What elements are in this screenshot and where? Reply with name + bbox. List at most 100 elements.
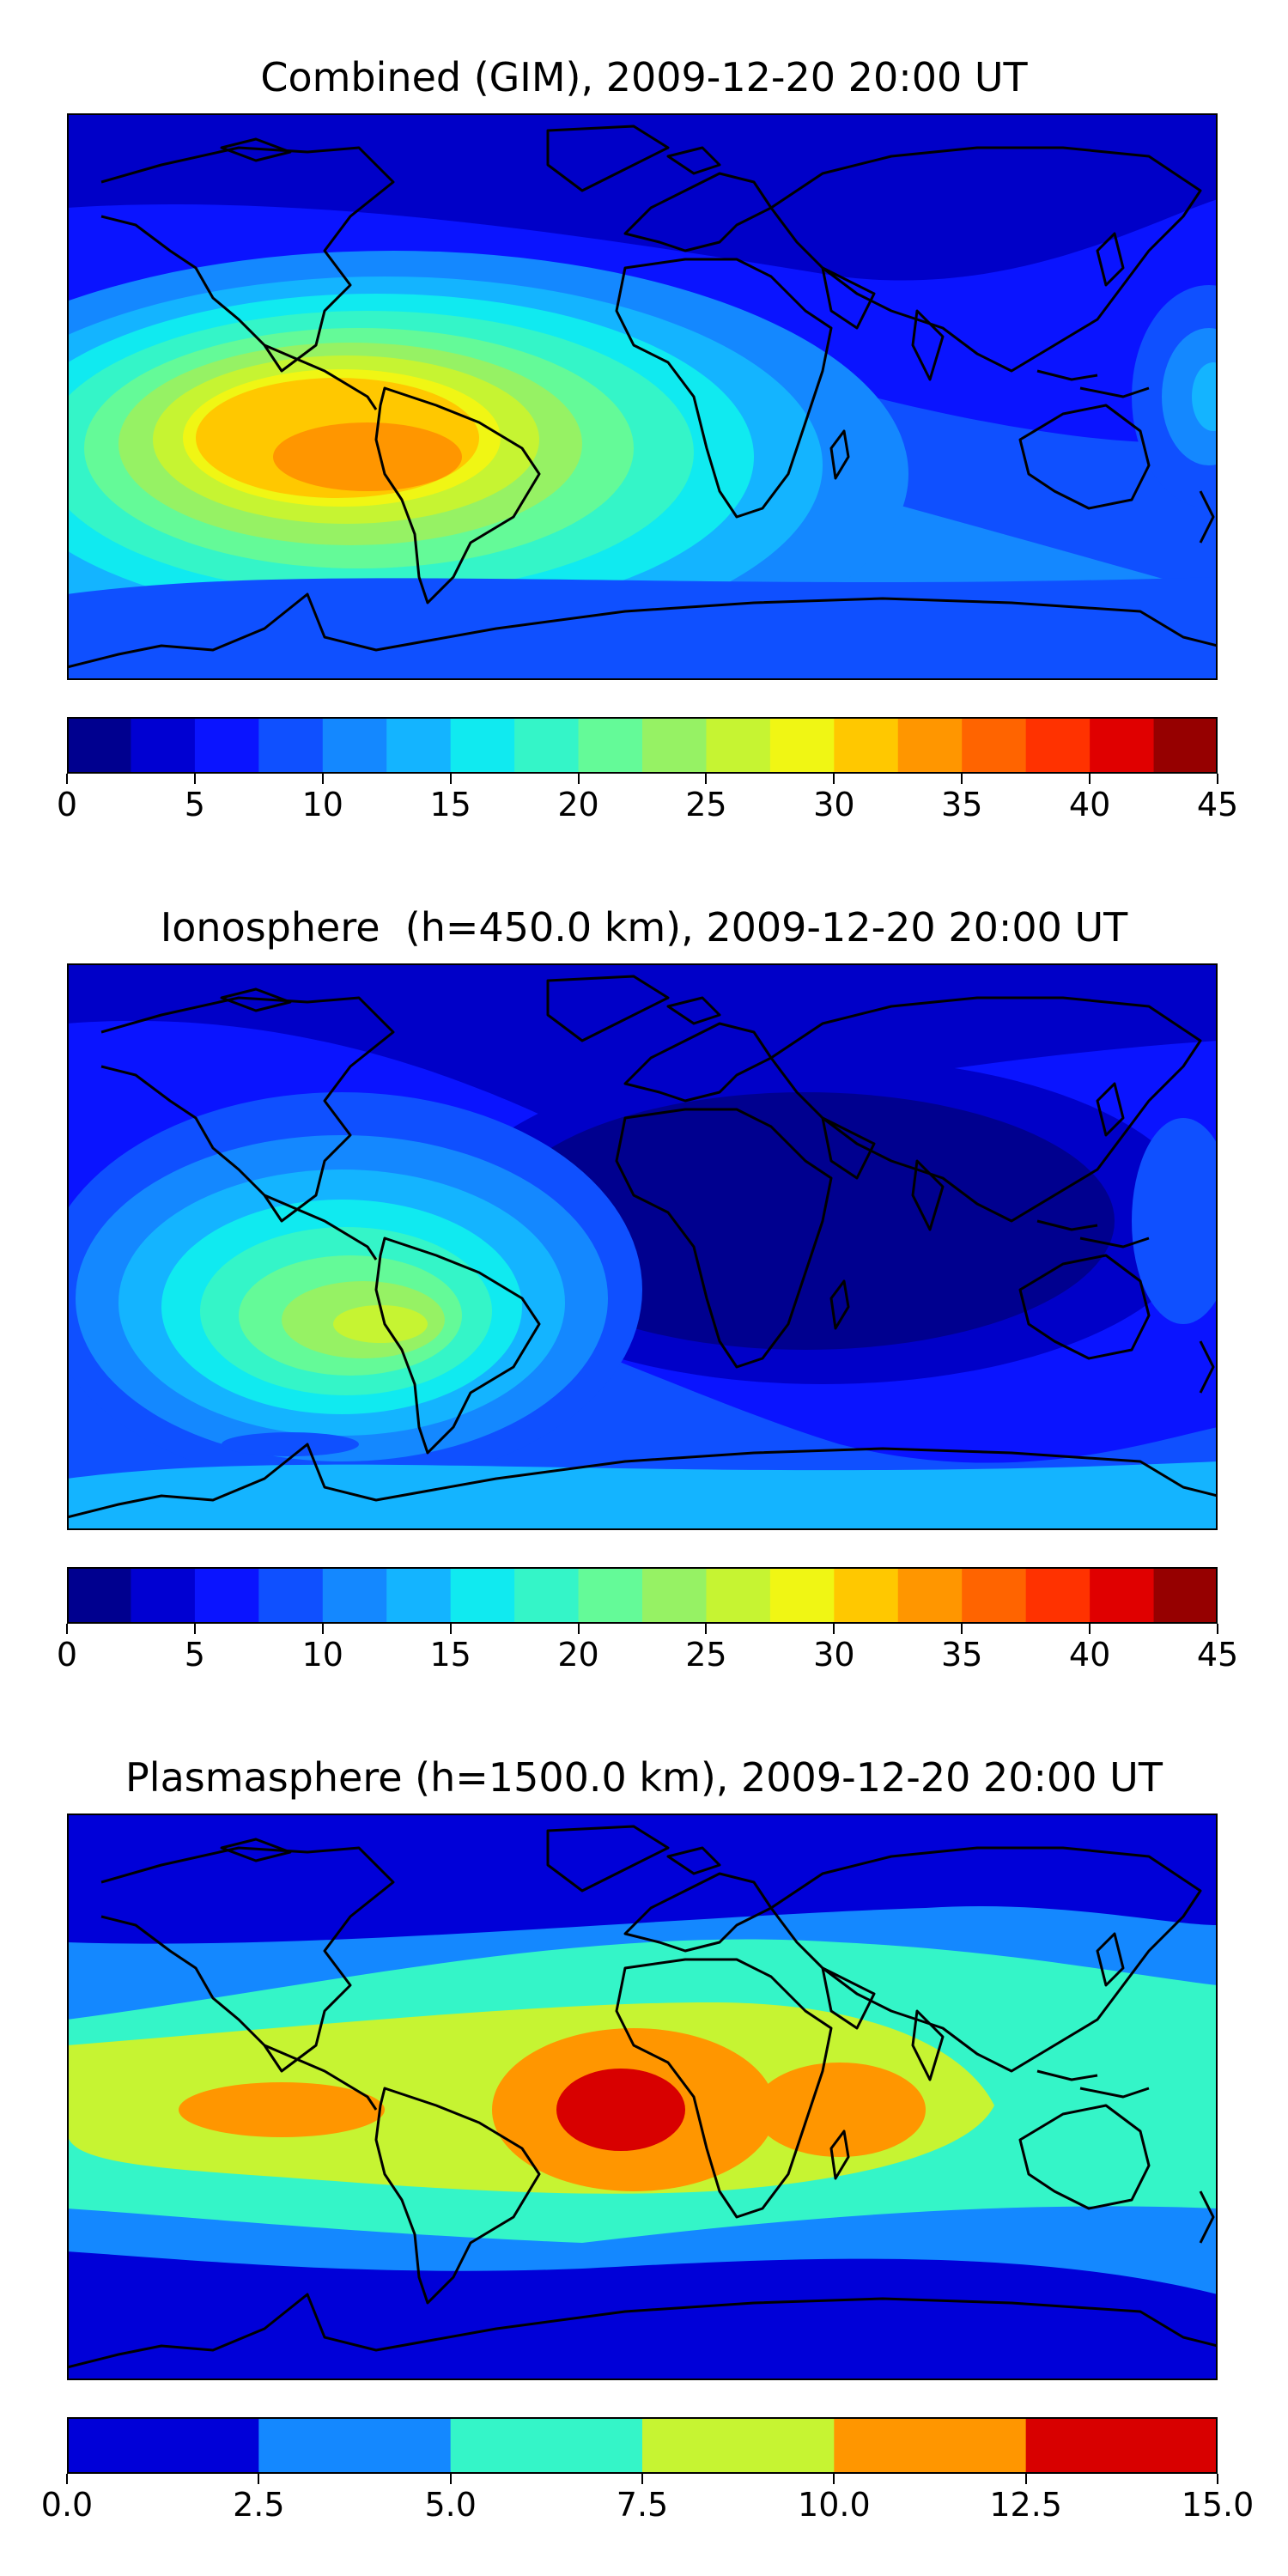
colorbar-segment	[194, 717, 259, 774]
colorbar-segment	[258, 717, 324, 774]
colorbar-tick-mark	[258, 2474, 260, 2484]
colorbar-segment	[642, 2417, 835, 2474]
map-frame	[67, 113, 1218, 680]
colorbar-tick-label: 10	[301, 1636, 343, 1674]
colorbar-tick-label: 5.0	[424, 2486, 477, 2524]
colorbar-segment	[131, 1567, 196, 1624]
colorbar-tick-mark	[193, 774, 196, 784]
colorbar-segment	[450, 2417, 643, 2474]
colorbar-tick-label: 30	[813, 786, 855, 823]
tec-contour-fill	[273, 422, 462, 491]
colorbar-segment	[386, 1567, 452, 1624]
colorbar-tick-label: 25	[685, 786, 727, 823]
colorbar-tick-label: 15.0	[1181, 2486, 1255, 2524]
colorbar-tick-mark	[577, 774, 580, 784]
colorbar-tick-label: 40	[1068, 1636, 1111, 1674]
colorbar-segment	[1153, 1567, 1218, 1624]
colorbar-tick-label: 0	[56, 786, 78, 823]
colorbar-tick-label: 0	[56, 1636, 78, 1674]
colorbar-tick-mark	[833, 2474, 835, 2484]
colorbar-tick-mark	[449, 2474, 452, 2484]
colorbar-tick-mark	[66, 774, 68, 784]
colorbar-tick-mark	[449, 774, 452, 784]
colorbar-tick-mark	[1024, 2474, 1027, 2484]
colorbar-segment	[706, 1567, 771, 1624]
colorbar-tick-mark	[1217, 774, 1218, 784]
colorbar-segment	[642, 717, 707, 774]
panel2-map	[67, 963, 1218, 1530]
colorbar-tick-label: 35	[941, 786, 983, 823]
map-frame	[67, 963, 1218, 1530]
colorbar-tick-label: 2.5	[233, 2486, 285, 2524]
colorbar-tick-mark	[66, 1624, 68, 1634]
colorbar-segment	[450, 1567, 515, 1624]
colorbar-tick-mark	[321, 1624, 324, 1634]
colorbar-segment	[1153, 717, 1218, 774]
colorbar-tick-mark	[833, 774, 835, 784]
panel3-map	[67, 1814, 1218, 2380]
colorbar-segment	[194, 1567, 259, 1624]
colorbar-tick-label: 7.5	[616, 2486, 669, 2524]
colorbar-tick-mark	[1217, 2474, 1218, 2484]
colorbar-segment	[642, 1567, 707, 1624]
map-frame	[67, 1814, 1218, 2380]
colorbar-segment	[962, 717, 1027, 774]
colorbar-tick-mark	[1089, 1624, 1091, 1634]
colorbar-tick-mark	[193, 1624, 196, 1634]
colorbar-segment	[1025, 717, 1091, 774]
panel1-title: Combined (GIM), 2009-12-20 20:00 UT	[260, 54, 1028, 100]
colorbar-tick-mark	[705, 1624, 708, 1634]
colorbar-segment	[67, 717, 131, 774]
colorbar-tick-mark	[641, 2474, 643, 2484]
colorbar-tick-label: 20	[557, 786, 599, 823]
colorbar-tick-label: 10	[301, 786, 343, 823]
colorbar-tick-label: 20	[557, 1636, 599, 1674]
colorbar-segment	[1090, 1567, 1155, 1624]
colorbar-tick-label: 0.0	[40, 2486, 94, 2524]
colorbar-segment	[514, 717, 580, 774]
colorbar-tick-mark	[705, 774, 708, 784]
colorbar-segment	[578, 1567, 643, 1624]
colorbar-segment	[962, 1567, 1027, 1624]
colorbar-segment	[1025, 2417, 1218, 2474]
colorbar-tick-label: 40	[1068, 786, 1111, 823]
panel1-colorbar	[67, 717, 1218, 774]
colorbar-segment	[897, 717, 963, 774]
colorbar-tick-label: 5	[184, 786, 205, 823]
tec-contour-fill	[179, 2082, 385, 2137]
colorbar-segment	[769, 1567, 835, 1624]
colorbar-tick-mark	[1089, 774, 1091, 784]
colorbar-tick-label: 30	[813, 1636, 855, 1674]
colorbar-tick-label: 35	[941, 1636, 983, 1674]
colorbar-segment	[450, 717, 515, 774]
colorbar-tick-label: 25	[685, 1636, 727, 1674]
colorbar-segment	[386, 717, 452, 774]
colorbar-tick-label: 5	[184, 1636, 205, 1674]
colorbar-segment	[834, 717, 899, 774]
panel2-colorbar	[67, 1567, 1218, 1624]
colorbar-segment	[706, 717, 771, 774]
colorbar-segment	[67, 2417, 259, 2474]
colorbar-segment	[834, 1567, 899, 1624]
colorbar-tick-label: 12.5	[989, 2486, 1062, 2524]
colorbar-tick-mark	[961, 774, 963, 784]
colorbar-segment	[1025, 1567, 1091, 1624]
panel2-title: Ionosphere (h=450.0 km), 2009-12-20 20:0…	[160, 904, 1128, 951]
colorbar-segment	[578, 717, 643, 774]
colorbar-tick-mark	[66, 2474, 68, 2484]
tec-contour-fill	[1192, 362, 1218, 431]
tec-contour-fill	[222, 1432, 359, 1456]
tec-contour-fill	[1132, 1118, 1218, 1324]
colorbar-tick-mark	[321, 774, 324, 784]
tec-contour-fill	[67, 577, 1218, 680]
colorbar-segment	[322, 717, 387, 774]
colorbar-segment	[834, 2417, 1027, 2474]
colorbar-tick-label: 45	[1196, 786, 1239, 823]
colorbar-tick-label: 15	[429, 1636, 471, 1674]
colorbar-segment	[769, 717, 835, 774]
colorbar-segment	[258, 1567, 324, 1624]
colorbar-tick-label: 45	[1196, 1636, 1239, 1674]
panel3-colorbar	[67, 2417, 1218, 2474]
colorbar-segment	[67, 1567, 131, 1624]
colorbar-segment	[1090, 717, 1155, 774]
